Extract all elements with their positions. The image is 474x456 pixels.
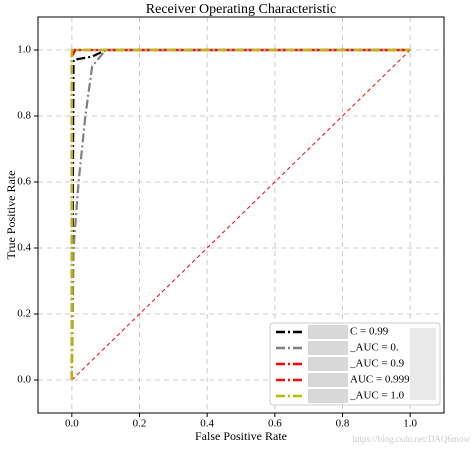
legend-blur (308, 325, 348, 339)
legend-label: _AUC = 1.0 (349, 390, 405, 402)
x-axis-label: False Positive Rate (195, 429, 287, 443)
legend-label: AUC = 0.999 (350, 374, 410, 386)
y-tick-label: 0.8 (17, 110, 31, 122)
y-tick-label: 0.0 (17, 374, 31, 386)
plot-frame (37, 16, 445, 414)
x-tick-label: 0.8 (336, 418, 350, 430)
reference-line (71, 49, 411, 381)
x-tick-label: 0.2 (133, 418, 147, 430)
legend-blur (308, 357, 348, 371)
x-tick-label: 0.4 (200, 418, 214, 430)
legend-label: _AUC = 0.9 (349, 358, 405, 370)
roc-curve (70, 48, 411, 380)
legend-blur (308, 373, 348, 387)
y-tick-label: 0.6 (17, 176, 31, 188)
y-tick-label: 1.0 (17, 44, 31, 56)
watermark: https://blog.csdn.net/DAQ6mow (353, 434, 471, 444)
legend-label: _AUC = 0. (349, 342, 399, 354)
chart-title: Receiver Operating Characteristic (146, 2, 336, 17)
x-tick-label: 0.0 (65, 418, 79, 430)
x-tick-label: 0.6 (268, 418, 282, 430)
legend-label: C = 0.99 (350, 326, 389, 338)
y-axis-label: True Positive Rate (4, 171, 18, 260)
y-tick-label: 0.4 (17, 242, 31, 254)
legend-blur (308, 341, 348, 355)
y-tick-label: 0.2 (17, 308, 31, 320)
legend-blur (410, 328, 436, 400)
x-tick-label: 1.0 (403, 418, 417, 430)
legend-blur (308, 389, 348, 403)
